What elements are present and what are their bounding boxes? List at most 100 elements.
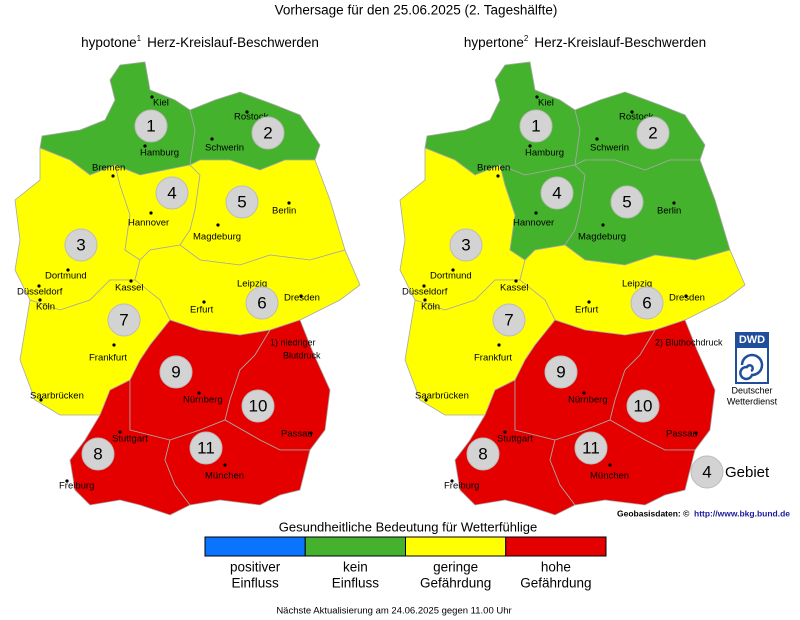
region-circle xyxy=(610,185,644,219)
city-label: Kassel xyxy=(500,283,529,294)
map-note: 1) niedriger xyxy=(270,337,316,347)
region-circle xyxy=(64,228,98,262)
city-dot xyxy=(423,298,427,302)
map-title-suffix: Herz-Kreislauf-Beschwerden xyxy=(534,35,706,50)
area-key-circle xyxy=(690,455,724,489)
city-label: Stuttgart xyxy=(112,434,148,445)
city-dot xyxy=(210,137,214,141)
legend-label: positiver xyxy=(230,560,281,575)
region-number: 2 xyxy=(648,124,657,143)
city-label: Kiel xyxy=(153,98,169,109)
region-circle xyxy=(466,437,500,471)
region-circle xyxy=(159,355,193,389)
city-dot xyxy=(111,174,115,178)
dwd-logo: DWD Deutscher Wetterdienst xyxy=(727,332,778,406)
city-dot xyxy=(535,95,539,99)
region-circle xyxy=(544,355,578,389)
region-number: 1 xyxy=(531,117,540,136)
city-dot xyxy=(309,431,313,435)
region-number: 5 xyxy=(237,193,246,212)
region-circle xyxy=(630,286,664,320)
page-title: Vorhersage für den 25.06.2025 (2. Tagesh… xyxy=(275,3,558,18)
city-label: Passau xyxy=(666,429,698,440)
legend-title: Gesundheitliche Bedeutung für Wetterfühl… xyxy=(279,519,537,534)
city-dot xyxy=(118,430,122,434)
city-label: Freiburg xyxy=(59,481,94,492)
footer: Nächste Aktualisierung am 24.06.2025 geg… xyxy=(276,606,511,617)
city-label: Erfurt xyxy=(575,305,599,316)
region-circle xyxy=(492,303,526,337)
city-dot xyxy=(424,398,428,402)
city-label: Schwerin xyxy=(205,143,244,154)
legend-label: hohe xyxy=(541,560,571,575)
logo-abbr: DWD xyxy=(739,334,765,346)
city-dot xyxy=(149,211,153,215)
city-dot xyxy=(450,479,454,483)
region-number: 10 xyxy=(634,397,653,416)
region-number: 2 xyxy=(263,124,272,143)
map: Kiel Rostock Hamburg Schwerin Bremen Hannover… xyxy=(14,34,361,516)
region-circle xyxy=(189,431,223,465)
city-label: Düsseldorf xyxy=(17,287,63,298)
city-label: Saarbrücken xyxy=(30,391,84,402)
city-label: Stuttgart xyxy=(497,434,533,445)
region-circle xyxy=(107,303,141,337)
region-number: 7 xyxy=(504,311,513,330)
city-label: Köln xyxy=(36,302,55,313)
city-dot xyxy=(223,463,227,467)
city-label: Schwerin xyxy=(590,143,629,154)
legend-swatch xyxy=(505,536,607,557)
city-label: Hannover xyxy=(513,218,554,229)
credit-link[interactable]: http://www.bkg.bund.de xyxy=(694,508,790,518)
region-number: 3 xyxy=(461,236,470,255)
legend-label: geringe xyxy=(433,560,478,575)
legend-label: Gefährdung xyxy=(420,576,491,591)
footnote-mark: 2 xyxy=(524,34,529,43)
city-dot xyxy=(299,294,303,298)
city-label: Frankfurt xyxy=(89,353,127,364)
region-circle xyxy=(245,286,279,320)
map-title: hypertone2 Herz-Kreislauf-Beschwerden xyxy=(464,34,706,50)
area-key: 4 Gebiet xyxy=(690,455,770,489)
city-label: Köln xyxy=(421,302,440,313)
city-label: Berlin xyxy=(657,206,681,217)
region-number: 7 xyxy=(119,311,128,330)
city-label: Nürnberg xyxy=(183,395,223,406)
city-label: Bremen xyxy=(477,163,510,174)
city-dot xyxy=(245,110,249,114)
city-label: Hamburg xyxy=(140,148,179,159)
city-dot xyxy=(503,430,507,434)
city-dot xyxy=(129,279,133,283)
region-number: 9 xyxy=(556,363,565,382)
city-label: Freiburg xyxy=(444,481,479,492)
city-label: Dortmund xyxy=(45,271,87,282)
legend-swatch xyxy=(204,536,306,557)
city-label: München xyxy=(205,471,244,482)
city-dot xyxy=(684,294,688,298)
city-label: Berlin xyxy=(272,206,296,217)
city-label: Kiel xyxy=(538,98,554,109)
map-note: Blutdruck xyxy=(283,350,321,360)
region-number: 9 xyxy=(171,363,180,382)
city-dot xyxy=(422,284,426,288)
city-label: Rostock xyxy=(619,112,654,123)
region-number: 3 xyxy=(76,236,85,255)
city-label: Magdeburg xyxy=(578,232,626,243)
map-title: hypotone1 Herz-Kreislauf-Beschwerden xyxy=(81,34,319,50)
credit: Geobasisdaten: © xyxy=(617,508,690,518)
map-title-suffix: Herz-Kreislauf-Beschwerden xyxy=(147,35,319,50)
city-label: Dortmund xyxy=(430,271,472,282)
legend-label: Einfluss xyxy=(231,576,279,591)
region-number: 8 xyxy=(93,445,102,464)
area-key-label: Gebiet xyxy=(725,464,770,481)
region-circle xyxy=(540,176,574,210)
region-circle xyxy=(636,116,670,150)
region-number: 6 xyxy=(642,294,651,313)
region-number: 4 xyxy=(167,184,176,203)
region-number: 6 xyxy=(257,294,266,313)
region-circle xyxy=(574,431,608,465)
map-title-prefix: hypotone xyxy=(81,35,137,50)
region-number: 11 xyxy=(197,439,215,458)
